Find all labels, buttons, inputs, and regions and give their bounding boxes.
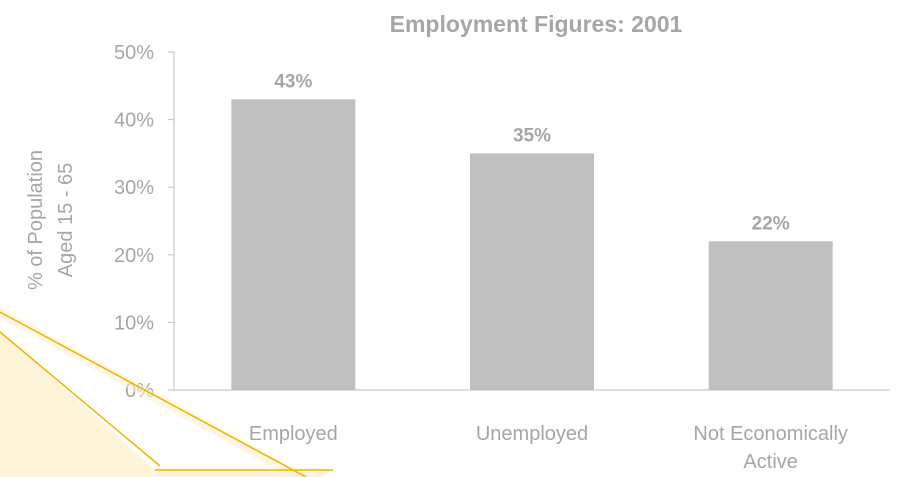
callout-beam [0, 308, 310, 477]
callout-edge [0, 331, 161, 467]
data-label: 43% [274, 71, 312, 92]
bar [708, 241, 833, 390]
y-axis-label-line: Aged 15 - 65 [55, 163, 77, 278]
x-tick-label: Employed [249, 423, 338, 445]
x-tick-label: Not Economically [693, 423, 848, 445]
callout-shape [0, 330, 333, 477]
x-tick-label: Unemployed [476, 423, 588, 445]
data-label: 22% [752, 213, 790, 234]
callout-overlay [0, 308, 333, 477]
data-label: 35% [513, 125, 551, 146]
x-axis: Employed Unemployed Not Economically Active [174, 389, 890, 473]
y-tick-label: 40% [114, 110, 154, 132]
y-axis-label-line: % of Population [25, 150, 47, 290]
y-axis-label: % of Population Aged 15 - 65 [25, 150, 77, 290]
bar [470, 153, 594, 390]
chart-title: Employment Figures: 2001 [390, 11, 683, 37]
y-tick-label: 10% [114, 312, 154, 334]
x-tick-label: Active [743, 451, 797, 473]
y-tick-label: 20% [114, 245, 154, 267]
callout-edge [0, 311, 307, 477]
y-tick-label: 50% [114, 42, 154, 64]
y-tick-label: 30% [114, 177, 154, 199]
bars: 43% 35% 22% [231, 71, 833, 390]
y-axis: 0%10%20%30%40%50% [114, 42, 175, 402]
bar [231, 99, 356, 390]
